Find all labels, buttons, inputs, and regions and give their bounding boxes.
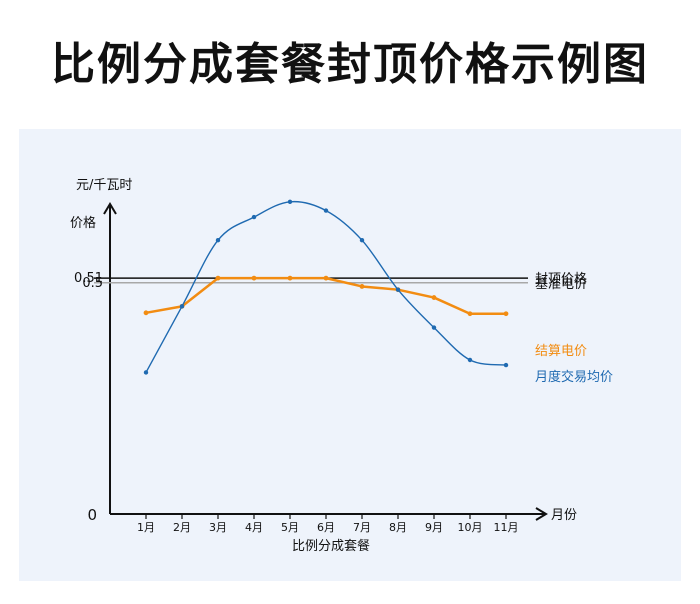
chart-panel: 元/千瓦时价格 0 月份比例分成套餐 1月 2月 3月 4月 5月 6月 7月 8月 9月 10月 11月…	[19, 129, 681, 581]
x-tick-label: 2月	[173, 521, 191, 534]
monthly-avg-point	[215, 238, 221, 243]
monthly-avg-point	[143, 370, 149, 375]
settlement-point	[251, 275, 257, 281]
settlement-point	[431, 295, 437, 300]
x-tick-label: 5月	[281, 521, 299, 534]
series-line-monthly-avg	[145, 200, 507, 373]
x-tick-label: 11月	[494, 521, 519, 534]
y-axis-label: 价格	[70, 215, 96, 231]
x-tick-label: 6月	[317, 521, 335, 534]
legend-item: 结算电价	[535, 344, 587, 359]
y-tick-label: 0.51	[74, 271, 103, 286]
reference-line-label: 封顶价格	[535, 271, 587, 287]
settlement-point	[287, 275, 293, 281]
y-axis-arrow	[103, 202, 117, 215]
settlement-point	[503, 311, 509, 317]
y-tick-zero: 0	[87, 506, 97, 524]
monthly-avg-point	[467, 357, 473, 363]
y-tick-label: 0.5	[82, 276, 103, 291]
monthly-avg-point	[431, 325, 437, 330]
settlement-point	[467, 311, 473, 317]
monthly-avg-point	[359, 238, 365, 243]
x-tick-label: 9月	[425, 521, 443, 534]
reference-line-label: 基准电价	[535, 277, 587, 292]
page-title: 比例分成套餐封顶价格示例图	[51, 39, 649, 90]
settlement-point	[359, 284, 365, 289]
monthly-avg-point	[503, 362, 509, 368]
x-axis-label: 比例分成套餐	[292, 538, 370, 554]
monthly-avg-point	[287, 199, 293, 205]
monthly-avg-point	[251, 214, 257, 220]
settlement-point	[143, 310, 149, 316]
x-tick-label: 7月	[353, 521, 371, 534]
settlement-point	[215, 275, 221, 281]
x-tick-label: 8月	[389, 521, 407, 534]
monthly-avg-point	[323, 208, 329, 213]
x-tick-label: 10月	[458, 521, 483, 534]
x-tick-label: 3月	[209, 521, 227, 534]
y-axis-unit: 元/千瓦时	[76, 178, 132, 193]
legend-item: 月度交易均价	[535, 369, 613, 385]
x-tick-label: 4月	[245, 521, 263, 534]
x-axis-unit: 月份	[551, 508, 577, 523]
x-axis-arrow	[535, 507, 548, 521]
settlement-point	[323, 275, 329, 281]
monthly-avg-point	[395, 287, 401, 292]
monthly-avg-point	[179, 304, 185, 309]
x-tick-label: 1月	[137, 521, 155, 534]
